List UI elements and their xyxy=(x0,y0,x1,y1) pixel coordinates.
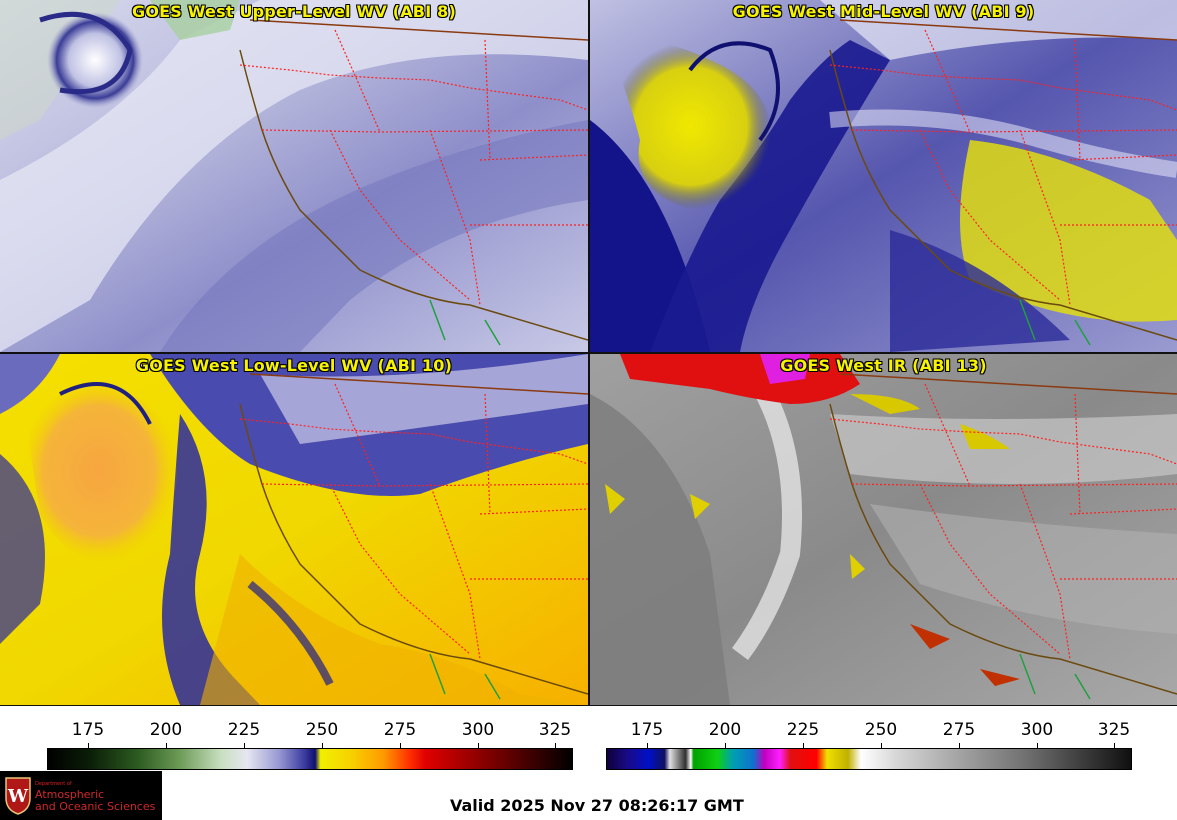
colorbar-left-tick-label: 225 xyxy=(227,720,261,740)
colorbar-right-tick-label: 175 xyxy=(630,720,664,740)
colorbar-left-tick-label: 200 xyxy=(149,720,183,740)
colorbar-left-tick-mark xyxy=(478,743,479,749)
colorbar-left-tick-mark xyxy=(244,743,245,749)
valid-timestamp: Valid 2025 Nov 27 08:26:17 GMT xyxy=(450,796,744,815)
uw-crest-icon: W xyxy=(5,777,31,815)
logo-dept-small: Department of xyxy=(35,781,72,787)
colorbar-left-tick-label: 250 xyxy=(305,720,339,740)
logo-dept-line1: Atmospheric xyxy=(35,788,105,801)
panel-bottom-border xyxy=(0,705,1177,706)
panel-title: GOES West IR (ABI 13) xyxy=(780,356,987,375)
panel-low-level-wv: GOES West Low-Level WV (ABI 10) xyxy=(0,354,588,705)
colorbar-left-tick-mark xyxy=(400,743,401,749)
colorbar-left-tick-mark xyxy=(166,743,167,749)
colorbar-left-ticks: 175 200 225 250 275 300 325 xyxy=(47,720,571,750)
colorbar-right-tick-mark xyxy=(959,743,960,749)
panel-upper-level-wv: GOES West Upper-Level WV (ABI 8) xyxy=(0,0,588,352)
colorbar-right-tick-label: 225 xyxy=(786,720,820,740)
colorbar-right-tick-label: 275 xyxy=(942,720,976,740)
panel-ir: GOES West IR (ABI 13) xyxy=(590,354,1177,705)
colorbar-wv xyxy=(47,748,573,770)
colorbar-left-tick-label: 300 xyxy=(461,720,495,740)
colorbar-ir xyxy=(606,748,1132,770)
colorbar-left-tick-mark xyxy=(88,743,89,749)
uw-aos-logo[interactable]: W Department of Atmospheric and Oceanic … xyxy=(0,771,162,820)
colorbar-right-tick-label: 250 xyxy=(864,720,898,740)
colorbar-left-tick-label: 325 xyxy=(538,720,572,740)
colorbar-right-tick-mark xyxy=(803,743,804,749)
colorbar-left-tick-mark xyxy=(322,743,323,749)
panel-title: GOES West Low-Level WV (ABI 10) xyxy=(135,356,453,375)
panel-title: GOES West Upper-Level WV (ABI 8) xyxy=(132,2,456,21)
colorbar-right-tick-mark xyxy=(647,743,648,749)
colorbar-left-tick-label: 275 xyxy=(383,720,417,740)
panel-title: GOES West Mid-Level WV (ABI 9) xyxy=(732,2,1035,21)
colorbar-right-tick-mark xyxy=(725,743,726,749)
low-level-wv-image xyxy=(0,354,588,705)
ir-image xyxy=(590,354,1177,705)
colorbar-right-tick-label: 325 xyxy=(1097,720,1131,740)
colorbar-right-tick-label: 200 xyxy=(708,720,742,740)
colorbar-left-tick-label: 175 xyxy=(71,720,105,740)
panel-divider-horizontal xyxy=(0,352,1177,354)
svg-text:W: W xyxy=(7,786,29,807)
colorbar-right-tick-mark xyxy=(1114,743,1115,749)
colorbar-left-tick-mark xyxy=(555,743,556,749)
upper-level-wv-image xyxy=(0,0,588,352)
mid-level-wv-image xyxy=(590,0,1177,352)
colorbar-right-tick-mark xyxy=(1037,743,1038,749)
logo-dept-line2: and Oceanic Sciences xyxy=(35,800,156,813)
panel-mid-level-wv: GOES West Mid-Level WV (ABI 9) xyxy=(590,0,1177,352)
colorbar-right-ticks: 175 200 225 250 275 300 325 xyxy=(606,720,1130,750)
colorbar-right-tick-mark xyxy=(881,743,882,749)
colorbar-right-tick-label: 300 xyxy=(1020,720,1054,740)
